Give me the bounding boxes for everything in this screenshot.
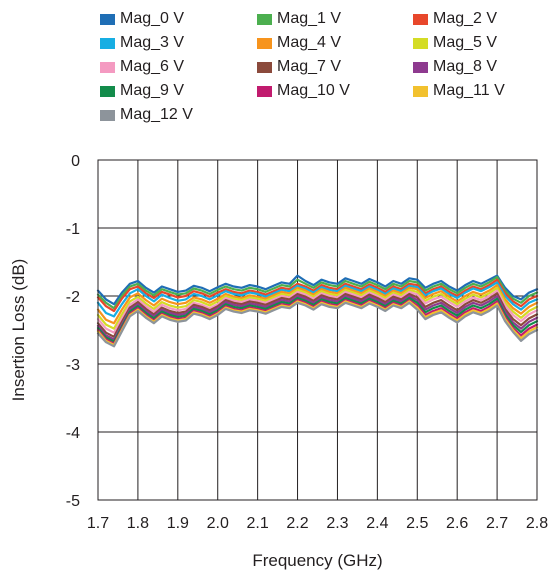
legend-swatch: [100, 13, 115, 25]
series-line-mag-6-v: [96, 289, 539, 334]
legend-item: Mag_8 V: [413, 56, 497, 78]
legend-item: Mag_7 V: [257, 56, 341, 78]
legend-label: Mag_4 V: [277, 34, 342, 51]
y-tick-label: -4: [66, 425, 80, 442]
y-axis-title: Insertion Loss (dB): [9, 259, 28, 402]
x-tick-label: 2.4: [366, 515, 388, 532]
legend-label: Mag_5 V: [433, 34, 498, 51]
series-lines: [96, 274, 539, 348]
x-tick-label: 2.3: [326, 515, 348, 532]
legend-item: Mag_4 V: [257, 32, 341, 54]
legend-item: Mag_3 V: [100, 32, 184, 54]
x-tick-label: 2.5: [406, 515, 428, 532]
chart-legend: Mag_0 V Mag_1 V Mag_2 V Mag_3 V Mag_4 V Mag_5…: [0, 0, 548, 150]
legend-label: Mag_7 V: [277, 58, 342, 75]
legend-swatch: [100, 37, 115, 49]
x-tick-label: 2.2: [286, 515, 308, 532]
series-line-mag-8-v: [96, 294, 539, 341]
series-line-mag-3-v: [96, 281, 539, 318]
legend-swatch: [413, 85, 428, 97]
legend-label: Mag_8 V: [433, 58, 498, 75]
series-line-mag-5-v: [96, 286, 539, 330]
x-tick-label: 2.6: [446, 515, 468, 532]
legend-item: Mag_0 V: [100, 8, 184, 30]
legend-swatch: [257, 37, 272, 49]
legend-item: Mag_11 V: [413, 80, 505, 102]
legend-swatch: [257, 61, 272, 73]
legend-swatch: [100, 109, 115, 121]
y-tick-label: -1: [66, 221, 80, 238]
legend-label: Mag_12 V: [120, 106, 193, 123]
legend-swatch: [100, 61, 115, 73]
legend-label: Mag_0 V: [120, 10, 185, 27]
grid-lines: [97, 159, 538, 501]
legend-label: Mag_3 V: [120, 34, 185, 51]
series-line-mag-4-v: [96, 284, 539, 325]
legend-swatch: [413, 37, 428, 49]
series-line-mag-10-v: [96, 299, 539, 345]
x-tick-label: 2.7: [486, 515, 508, 532]
series-line-mag-1-v: [96, 275, 539, 310]
legend-swatch: [413, 13, 428, 25]
series-line-mag-7-v: [96, 292, 539, 338]
legend-swatch: [100, 85, 115, 97]
legend-swatch: [413, 61, 428, 73]
legend-item: Mag_6 V: [100, 56, 184, 78]
x-tick-label: 1.8: [127, 515, 149, 532]
x-tick-label: 1.9: [167, 515, 189, 532]
plot-frame: [97, 159, 538, 501]
x-tick-label: 2.1: [247, 515, 269, 532]
y-tick-label: 0: [71, 153, 80, 170]
series-line-mag-12-v: [96, 301, 539, 348]
legend-label: Mag_1 V: [277, 10, 342, 27]
legend-item: Mag_9 V: [100, 80, 184, 102]
legend-item: Mag_12 V: [100, 104, 193, 126]
legend-label: Mag_6 V: [120, 58, 185, 75]
series-line-mag-11-v: [96, 300, 539, 347]
legend-label: Mag_2 V: [433, 10, 498, 27]
legend-item: Mag_10 V: [257, 80, 350, 102]
x-tick-label: 2.8: [526, 515, 548, 532]
x-tick-label: 1.7: [87, 515, 109, 532]
series-line-mag-0-v: [96, 274, 539, 306]
y-tick-label: -5: [66, 493, 80, 510]
series-line-mag-2-v: [96, 278, 539, 313]
x-tick-label: 2.0: [207, 515, 229, 532]
legend-label: Mag_10 V: [277, 82, 350, 99]
legend-label: Mag_9 V: [120, 82, 185, 99]
legend-swatch: [257, 85, 272, 97]
legend-item: Mag_2 V: [413, 8, 497, 30]
legend-item: Mag_5 V: [413, 32, 497, 54]
y-tick-labels: 0 -1 -2 -3 -4 -5: [66, 153, 80, 510]
y-tick-label: -3: [66, 357, 80, 374]
legend-label: Mag_11 V: [433, 82, 505, 99]
x-axis-title: Frequency (GHz): [252, 551, 382, 570]
legend-swatch: [257, 13, 272, 25]
legend-item: Mag_1 V: [257, 8, 341, 30]
x-tick-labels: 1.7 1.8 1.9 2.0 2.1 2.2 2.3 2.4 2.5 2.6 2.7 2.8: [87, 515, 548, 532]
series-line-mag-9-v: [96, 296, 539, 343]
y-tick-label: -2: [66, 289, 80, 306]
